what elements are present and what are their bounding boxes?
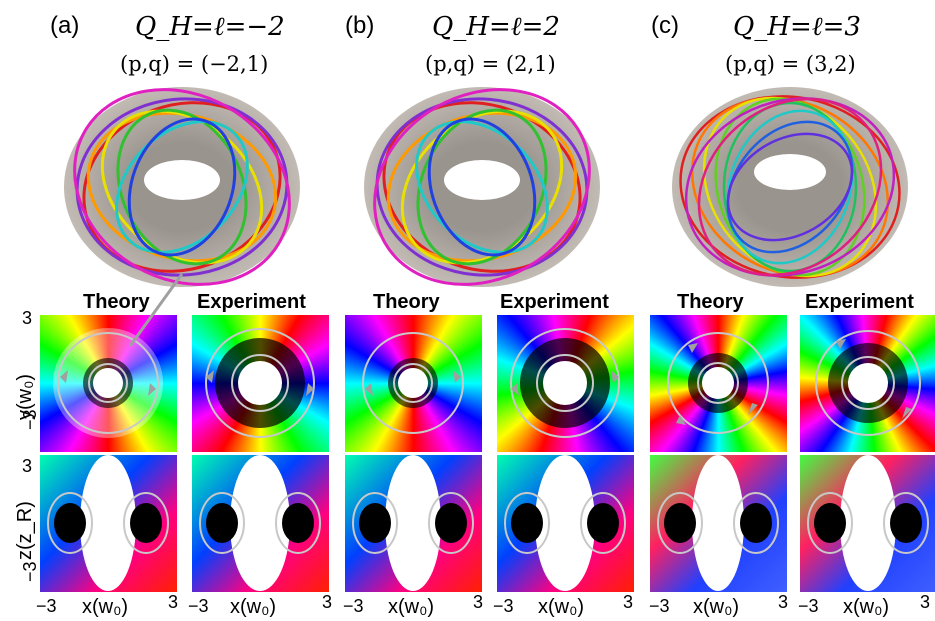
col-title-theory-a: Theory [83, 291, 150, 313]
panel-title-b: Q_H=ℓ=2 [432, 12, 560, 42]
x-tick-pos-c2: 3 [920, 592, 931, 612]
phase-map-xz-theory-b [345, 455, 482, 592]
col-title-experiment-b: Experiment [500, 291, 609, 313]
x-axis-label-b: x(w₀) [388, 596, 435, 618]
col-title-theory-c: Theory [677, 291, 744, 313]
x-axis-label-b2: x(w₀) [538, 596, 585, 618]
x-tick-neg-a2: −3 [188, 596, 209, 616]
panel-label-a: (a) [50, 12, 80, 39]
x-axis-label-c2: x(w₀) [843, 596, 890, 618]
phase-map-xz-theory-a [40, 455, 177, 592]
z-tick-top: 3 [22, 456, 33, 476]
x-tick-pos-b: 3 [473, 592, 484, 612]
col-title-theory-b: Theory [373, 291, 440, 313]
x-tick-neg-c2: −3 [798, 596, 819, 616]
panel-pq-b: (p,q) = (2,1) [425, 52, 556, 76]
panel-pq-a: (p,q) = (−2,1) [120, 52, 269, 76]
torus-b [364, 87, 600, 287]
phase-map-xy-experiment-c [800, 315, 935, 452]
x-tick-neg-c: −3 [649, 596, 670, 616]
x-tick-pos-c: 3 [778, 592, 789, 612]
x-tick-neg-b: −3 [343, 596, 364, 616]
x-axis-label-a2: x(w₀) [230, 596, 277, 618]
x-tick-pos-a: 3 [168, 592, 179, 612]
panel-label-b: (b) [345, 12, 375, 39]
phase-map-xy-experiment-b [497, 315, 634, 452]
torus-a [64, 87, 300, 287]
x-tick-neg-a: −3 [36, 596, 57, 616]
phase-map-xy-theory-b [345, 315, 482, 452]
x-axis-label-a: x(w₀) [82, 596, 129, 618]
phase-map-xy-experiment-a [192, 315, 329, 452]
x-axis-label-c: x(w₀) [693, 596, 740, 618]
torus-c [672, 87, 908, 287]
panel-pq-c: (p,q) = (3,2) [725, 52, 856, 76]
x-tick-pos-a2: 3 [322, 592, 333, 612]
panel-title-a: Q_H=ℓ=−2 [135, 12, 285, 42]
z-tick-bottom: −3 [20, 561, 40, 582]
col-title-experiment-a: Experiment [197, 291, 306, 313]
phase-map-xz-experiment-a [192, 455, 329, 592]
y-tick-bottom: −3 [20, 409, 40, 430]
panel-title-c: Q_H=ℓ=3 [733, 12, 861, 42]
z-axis-label: z(z_R) [14, 501, 36, 560]
col-title-experiment-c: Experiment [805, 291, 914, 313]
y-tick-top: 3 [22, 308, 33, 328]
phase-map-xz-experiment-b [497, 455, 634, 592]
x-tick-pos-b2: 3 [623, 592, 634, 612]
phase-map-xz-theory-c [650, 455, 787, 592]
connector-line [128, 273, 184, 347]
phase-map-xz-experiment-c [800, 455, 935, 592]
phase-map-xy-theory-a [40, 315, 177, 452]
x-tick-neg-b2: −3 [493, 596, 514, 616]
phase-map-xy-theory-c [650, 315, 787, 452]
panel-label-c: (c) [651, 12, 679, 39]
